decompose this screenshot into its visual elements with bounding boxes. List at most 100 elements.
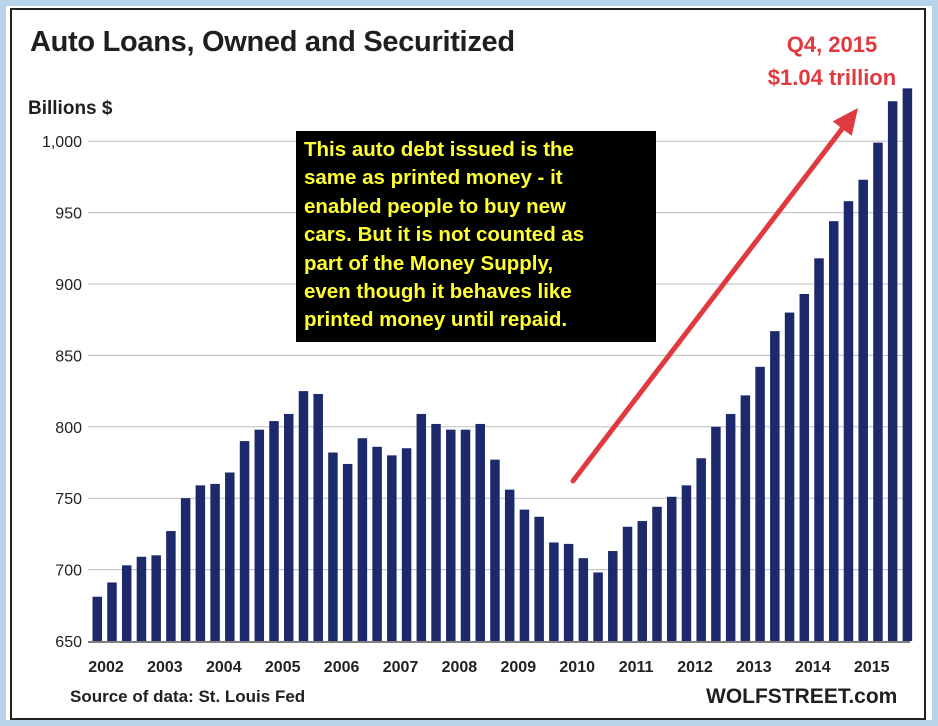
bar (342, 463, 353, 641)
y-tick-label: 800 (55, 420, 82, 437)
bar (166, 531, 176, 641)
bar (578, 558, 589, 641)
bar (490, 459, 500, 641)
peak-annotation-value: $1.04 trillion (767, 65, 897, 90)
bar (504, 489, 515, 641)
bar (563, 543, 574, 641)
bar (770, 331, 780, 641)
bar (740, 395, 751, 641)
y-tick-label: 700 (55, 563, 82, 580)
y-tick-label: 1,000 (42, 134, 82, 151)
bar (549, 542, 559, 641)
x-tick-label: 2004 (206, 659, 242, 676)
x-tick-label: 2010 (559, 659, 595, 676)
frame-border-left (0, 0, 6, 726)
bar (711, 426, 721, 641)
bar (121, 565, 132, 641)
bar (902, 88, 913, 642)
x-tick-label: 2008 (442, 659, 478, 676)
source-note: Source of data: St. Louis Fed (70, 687, 306, 706)
commentary-line: same as printed money - it (304, 166, 563, 190)
bar (283, 413, 294, 641)
commentary-line: even though it behaves like (304, 280, 572, 304)
y-tick-label: 950 (55, 206, 82, 223)
bar (460, 429, 471, 641)
chart-title: Auto Loans, Owned and Securitized (30, 26, 515, 58)
frame-border-bottom (0, 720, 938, 726)
bar (814, 258, 824, 641)
bar (210, 483, 220, 641)
y-axis-label: Billions $ (28, 98, 113, 119)
bar (784, 312, 795, 641)
x-tick-label: 2005 (265, 659, 301, 676)
bar (843, 201, 854, 641)
bar (151, 555, 161, 641)
trend-arrow (570, 108, 858, 484)
bar (136, 556, 147, 641)
bar (416, 413, 427, 641)
bar (431, 423, 441, 641)
y-tick-label: 900 (55, 277, 82, 294)
bars (92, 88, 913, 642)
commentary-line: printed money until repaid. (304, 308, 568, 332)
bar (387, 455, 397, 641)
bar (696, 458, 706, 641)
commentary-line: part of the Money Supply, (304, 251, 554, 275)
commentary-box: This auto debt issued is the same as pri… (296, 131, 656, 342)
bar (446, 429, 456, 641)
bar (195, 485, 206, 641)
bar (298, 391, 309, 641)
x-tick-label: 2012 (677, 659, 713, 676)
bar (92, 596, 102, 641)
bar (858, 179, 868, 641)
trend-arrow-head (832, 108, 858, 136)
commentary-line: This auto debt issued is the (304, 138, 574, 161)
frame-border-top (0, 0, 938, 6)
bar (873, 142, 883, 641)
x-tick-label: 2003 (147, 659, 183, 676)
bar (107, 582, 117, 641)
bar (357, 438, 368, 641)
bar (799, 294, 810, 641)
x-tick-label: 2013 (736, 659, 772, 676)
bar (652, 506, 662, 641)
bar (887, 101, 898, 642)
x-tick-label: 2007 (383, 659, 419, 676)
x-tick-label: 2002 (88, 659, 124, 676)
x-tick-label: 2011 (619, 659, 654, 676)
y-tick-label: 650 (55, 634, 82, 651)
peak-annotation: Q4, 2015 $1.04 trillion (752, 28, 912, 94)
y-tick-label: 750 (55, 491, 82, 508)
bar (313, 393, 323, 641)
y-axis-ticks: 650 700 750 800 850 900 950 1,000 (42, 134, 82, 651)
bar (180, 498, 191, 641)
bar (534, 516, 544, 641)
bar (269, 421, 279, 641)
x-tick-label: 2009 (501, 659, 537, 676)
commentary-line: cars. But it is not counted as (304, 223, 585, 247)
bar (755, 366, 765, 641)
x-axis-ticks: 2002 2003 2004 2005 2006 2007 2008 2009 2010 2011… (88, 659, 889, 676)
x-tick-label: 2014 (795, 659, 831, 676)
bar (681, 485, 692, 641)
bar (372, 446, 382, 641)
bar (239, 441, 250, 641)
trend-arrow-line (570, 126, 845, 484)
bar (725, 413, 736, 641)
bar (829, 221, 839, 642)
peak-annotation-quarter: Q4, 2015 (786, 32, 878, 57)
y-tick-label: 850 (55, 348, 82, 365)
bar (401, 448, 412, 641)
bar (519, 509, 530, 641)
bar (475, 423, 485, 641)
x-tick-label: 2006 (324, 659, 360, 676)
bar (328, 452, 338, 641)
x-tick-label: 2015 (854, 659, 890, 676)
bar (254, 429, 265, 641)
frame-border-right (932, 0, 938, 726)
bar (637, 521, 648, 641)
brand-watermark: WOLFSTREET.com (706, 685, 898, 708)
bar (225, 472, 235, 641)
bar (593, 572, 603, 641)
